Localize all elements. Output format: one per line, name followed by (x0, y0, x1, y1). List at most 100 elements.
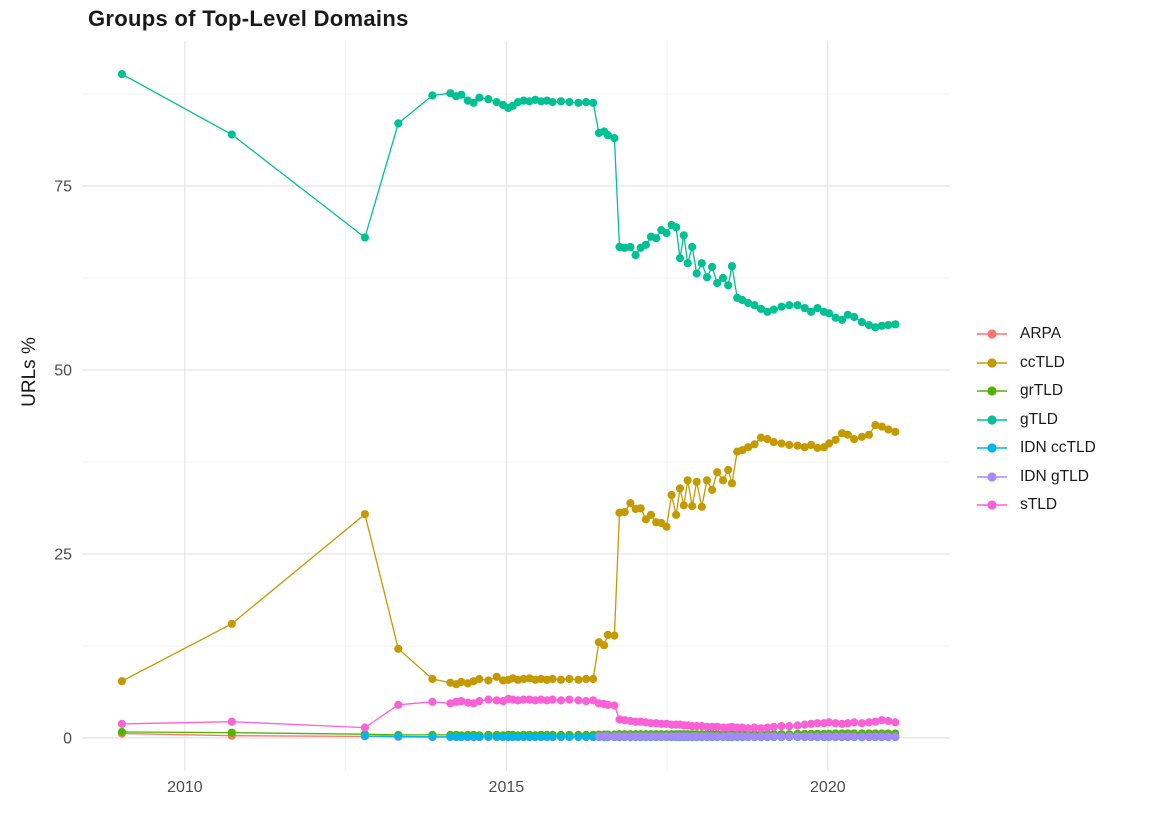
data-point (744, 724, 753, 733)
data-point (884, 321, 893, 330)
data-point (582, 98, 591, 107)
data-point (807, 719, 816, 729)
data-point (117, 727, 126, 737)
data-point (600, 641, 609, 650)
x-tick-label: 2015 (489, 779, 525, 796)
data-point (457, 90, 466, 99)
data-point (636, 504, 645, 513)
data-point (626, 242, 635, 252)
data-point (718, 476, 728, 485)
data-point (769, 732, 778, 741)
data-point (891, 427, 900, 436)
data-point (683, 476, 692, 485)
data-point (756, 732, 766, 741)
data-point (492, 672, 501, 681)
legend-item-label: grTLD (1020, 382, 1064, 400)
data-point (831, 313, 840, 322)
data-point (394, 119, 403, 128)
data-point (531, 732, 540, 741)
data-point (702, 273, 712, 282)
data-point (620, 507, 629, 517)
data-point (697, 502, 706, 511)
data-point (582, 697, 591, 706)
data-point (556, 732, 566, 741)
legend-item-ARPA: ARPA (976, 320, 1096, 349)
data-point (457, 732, 466, 741)
data-point (825, 439, 834, 448)
y-tick-label: 0 (63, 730, 72, 747)
data-point (672, 223, 681, 232)
data-point (117, 719, 126, 729)
data-point (484, 676, 493, 685)
legend-item-IDN-gTLD: IDN gTLD (976, 463, 1096, 492)
data-point (850, 435, 859, 444)
data-point (589, 98, 598, 107)
legend-item-ccTLD: ccTLD (976, 349, 1096, 378)
series-points-gTLD (117, 70, 900, 332)
data-point (631, 251, 640, 260)
x-tick-label: 2010 (167, 779, 203, 796)
data-point (662, 522, 671, 531)
data-point (652, 234, 661, 243)
data-point (871, 732, 880, 741)
data-point (227, 130, 236, 139)
data-point (394, 700, 403, 709)
data-point (475, 697, 484, 706)
data-point (763, 732, 772, 741)
data-point (857, 432, 867, 441)
data-point (837, 732, 847, 741)
data-point (603, 700, 613, 709)
data-point (692, 477, 701, 486)
data-point (646, 510, 656, 519)
data-point (738, 732, 747, 741)
legend-item-label: gTLD (1020, 410, 1058, 428)
data-point (582, 732, 591, 741)
data-point (777, 732, 786, 741)
data-point (589, 674, 598, 684)
legend-key-icon (977, 329, 1007, 339)
data-point (750, 440, 759, 449)
data-point (360, 233, 369, 242)
data-point (702, 476, 712, 485)
series-points-ccTLD (117, 421, 900, 689)
data-point (360, 731, 369, 741)
data-point (428, 91, 437, 100)
data-point (785, 722, 794, 731)
data-point (475, 674, 484, 684)
data-point (825, 309, 834, 318)
data-point (744, 443, 753, 452)
data-point (769, 305, 778, 314)
data-point (813, 304, 822, 313)
data-point (877, 422, 886, 431)
data-point (718, 273, 728, 283)
data-point (891, 732, 900, 741)
data-point (641, 240, 651, 249)
series-line-ccTLD (121, 424, 896, 685)
data-point (620, 732, 629, 741)
data-point (785, 440, 794, 450)
data-point (667, 490, 676, 500)
data-point (548, 732, 557, 741)
data-point (750, 732, 759, 741)
data-point (565, 695, 574, 704)
data-point (428, 697, 437, 706)
data-point (688, 242, 697, 252)
data-point (864, 718, 874, 727)
legend-key-icon (977, 386, 1007, 396)
data-point (117, 70, 126, 79)
data-point (877, 321, 886, 330)
data-point (813, 443, 822, 452)
data-point (708, 485, 717, 494)
legend-item-label: IDN ccTLD (1020, 439, 1096, 457)
data-point (360, 510, 369, 519)
data-point (475, 732, 484, 741)
data-point (756, 304, 766, 313)
data-point (857, 318, 867, 327)
data-point (679, 501, 688, 510)
legend-item-label: ARPA (1020, 325, 1062, 343)
data-point (708, 262, 717, 271)
data-point (675, 484, 685, 493)
data-point (831, 719, 840, 728)
